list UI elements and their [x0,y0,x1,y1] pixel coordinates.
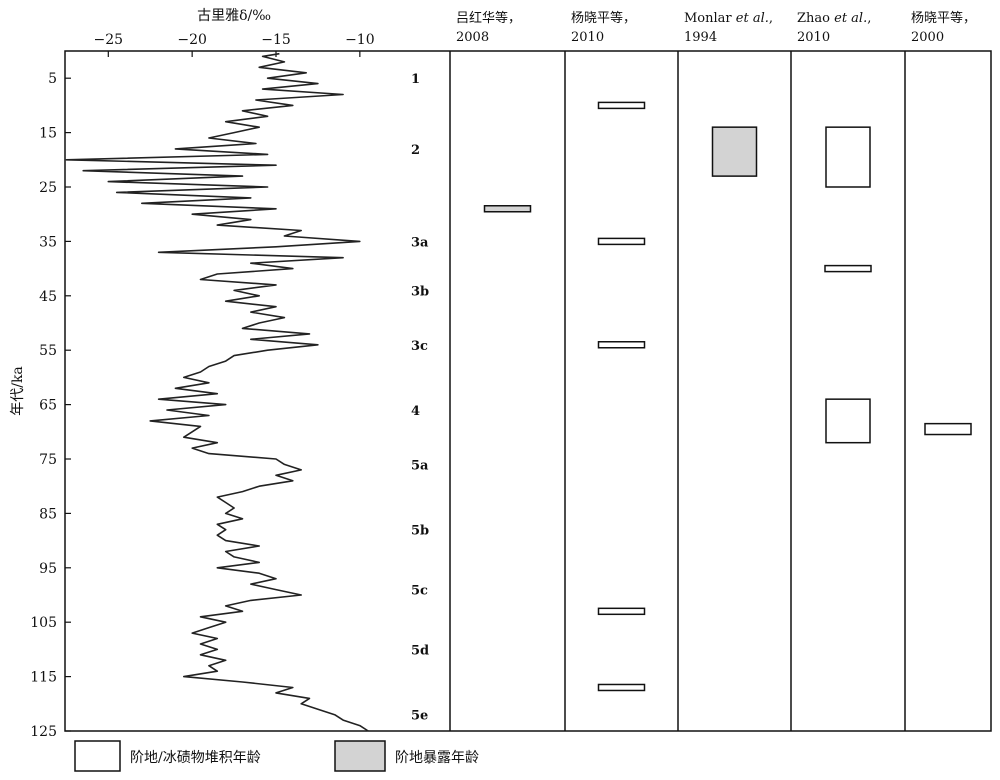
deposit-age-box [597,341,646,349]
x-tick-label: −15 [261,32,291,48]
y-axis-title: 年代/ka [10,366,26,416]
y-tick-label: 75 [39,452,57,468]
x-tick-label: −10 [345,32,375,48]
isotope-stage-label: 4 [411,404,420,419]
legend-swatch-deposit [74,740,121,772]
columns-layer: 吕红华等， 2008 杨晓平等， 2010 Monlar et al., 1994 Zhao… [456,10,976,692]
isotope-stage-label: 5a [411,458,429,473]
y-tick-label: 55 [39,343,57,359]
y-tick-label: 65 [39,398,57,414]
isotope-stage-label: 1 [411,72,420,87]
column-title-line: 杨晓平等， [571,10,636,26]
y-tick-label: 25 [39,180,57,196]
reference-column: 杨晓平等， 2000 [911,10,976,436]
x-axis-title: 古里雅δ/‰ [197,8,271,24]
y-tick-label: 15 [39,126,57,142]
y-tick-label: 95 [39,561,57,577]
column-title-line: Monlar et al., [684,11,773,26]
column-title-line: Zhao et al., [797,11,871,26]
reference-column: Zhao et al., 2010 [797,11,872,444]
y-tick-label: 85 [39,506,57,522]
column-title-line: 2000 [911,30,944,45]
reference-column: 杨晓平等， 2010 [571,10,646,692]
legend-swatch-exposure [334,740,386,772]
reference-column: Monlar et al., 1994 [684,11,773,177]
isotope-stage-label: 3a [411,235,429,250]
delta-o18-series-line [65,52,369,732]
column-title-line: 2010 [571,30,604,45]
exposure-age-box [483,205,532,213]
x-tick-label: −20 [177,32,207,48]
column-title-line: 杨晓平等， [911,10,976,26]
deposit-age-box [824,264,872,273]
chart-frame [64,50,992,732]
deposit-age-box [597,101,646,110]
isotope-stage-label: 3b [411,284,429,299]
y-tick-label: 45 [39,289,57,305]
y-tick-label: 35 [39,234,57,250]
deposit-age-box [825,398,871,444]
x-tick-label: −25 [94,32,124,48]
reference-column: 吕红华等， 2008 [456,10,532,213]
legend-layer: 阶地/冰碛物堆积年龄 阶地暴露年龄 [74,740,479,772]
column-title-line: 2010 [797,30,830,45]
deposit-age-box [597,607,646,616]
exposure-age-box [711,126,758,177]
axes-layer: 5 15 25 35 45 55 65 75 85 95 105 115 125 年代/ka −25 −20 −… [10,8,992,740]
deposit-age-box [597,683,646,692]
y-tick-label: 105 [30,615,57,631]
deposit-age-box [597,237,646,246]
isotope-stage-label: 2 [411,143,420,158]
y-tick-label: 5 [48,71,57,87]
isotope-stage-label: 3c [411,339,428,354]
y-tick-label: 125 [30,724,57,740]
y-tick-label: 115 [30,670,57,686]
legend-label-deposit: 阶地/冰碛物堆积年龄 [130,750,261,766]
column-title-line: 吕红华等， [456,10,521,26]
isotope-stage-label: 5e [411,709,428,724]
series-layer: 1 2 3a 3b 3c 4 5a 5b 5c 5d 5e [65,52,429,732]
deposit-age-box [825,126,871,188]
isotope-stage-label: 5d [411,643,429,658]
column-title-line: 1994 [684,30,717,45]
isotope-stage-label: 5c [411,584,428,599]
legend-label-exposure: 阶地暴露年龄 [395,750,479,766]
column-title-line: 2008 [456,30,489,45]
deposit-age-box [924,422,972,436]
isotope-stage-label: 5b [411,524,429,539]
